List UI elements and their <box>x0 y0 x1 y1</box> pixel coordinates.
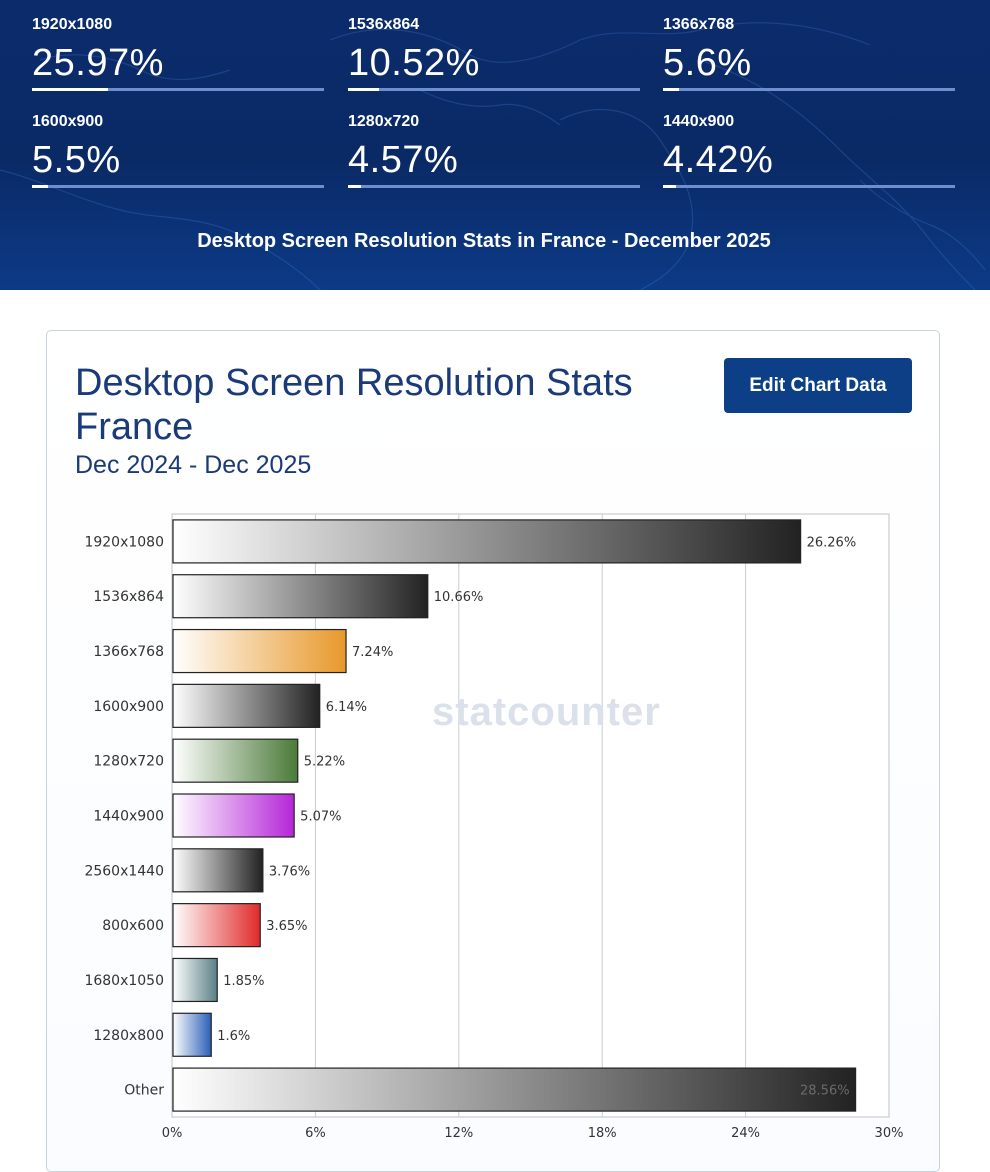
category-label: 1280x720 <box>93 754 164 770</box>
stat-1600x900: 1600x900 5.5% <box>32 97 324 188</box>
stat-progress-fill <box>348 185 362 188</box>
stat-1366x768: 1366x768 5.6% <box>663 0 955 91</box>
stat-progress-track <box>348 88 640 91</box>
bar-1920x1080[interactable] <box>172 519 802 564</box>
stat-value: 4.42% <box>663 139 774 181</box>
stat-progress-fill <box>663 88 680 91</box>
value-label: 1.85% <box>223 974 264 989</box>
category-label: 1440x900 <box>93 809 164 825</box>
stat-label: 1536x864 <box>348 16 420 33</box>
value-label: 3.65% <box>266 919 307 934</box>
bar-800x600[interactable] <box>172 903 261 948</box>
stat-progress-fill <box>348 88 379 91</box>
value-label: 10.66% <box>434 590 484 605</box>
stat-1920x1080: 1920x1080 25.97% <box>32 0 324 91</box>
stat-1440x900: 1440x900 4.42% <box>663 97 955 188</box>
stat-value: 10.52% <box>348 42 480 84</box>
bar-chart: 0% 6% 12% 18% 24% 30% 1920x1080 26.26% 1536x864 1… <box>84 513 904 1141</box>
stat-label: 1920x1080 <box>32 16 113 33</box>
x-tick-label: 0% <box>162 1126 183 1141</box>
stat-label: 1366x768 <box>663 16 735 33</box>
bar-1366x768[interactable] <box>172 628 347 674</box>
stats-banner: 1920x1080 25.97% 1536x864 10.52% 1366x76… <box>0 0 990 290</box>
stat-progress-track <box>32 88 324 91</box>
value-label: 26.26% <box>807 535 857 550</box>
stat-1536x864: 1536x864 10.52% <box>348 0 640 91</box>
category-label: 1280x800 <box>93 1028 164 1044</box>
statcounter-watermark: statcounter <box>432 690 661 734</box>
category-label: 1600x900 <box>93 699 164 715</box>
stat-progress-fill <box>663 185 676 188</box>
stat-progress-track <box>663 88 955 91</box>
category-label: 1366x768 <box>93 644 164 660</box>
bar-1536x864[interactable] <box>172 574 429 619</box>
bar-1280x720[interactable] <box>172 738 299 783</box>
stat-value: 5.6% <box>663 42 752 84</box>
bar-1680x1050[interactable] <box>172 957 218 1003</box>
x-tick-label: 6% <box>305 1126 326 1141</box>
x-tick-label: 12% <box>444 1126 473 1141</box>
stat-progress-track <box>32 185 324 188</box>
value-label: 5.22% <box>304 755 345 770</box>
stat-label: 1600x900 <box>32 113 104 130</box>
x-tick-label: 18% <box>588 1126 617 1141</box>
category-label: 1536x864 <box>93 589 164 605</box>
category-label: 1680x1050 <box>84 973 164 989</box>
stat-progress-fill <box>32 185 49 188</box>
category-label: 1920x1080 <box>84 534 164 550</box>
stat-progress-track <box>348 185 640 188</box>
value-label: 6.14% <box>326 700 367 715</box>
stat-value: 5.5% <box>32 139 121 181</box>
stat-label: 1280x720 <box>348 113 420 130</box>
chart-title: Desktop Screen Resolution Stats France <box>75 362 633 448</box>
chart-subtitle: Dec 2024 - Dec 2025 <box>75 451 312 479</box>
edit-chart-data-button[interactable]: Edit Chart Data <box>724 358 912 413</box>
category-label: 800x600 <box>102 918 164 934</box>
stat-1280x720: 1280x720 4.57% <box>348 97 640 188</box>
stat-progress-fill <box>32 88 108 91</box>
bar-2560x1440[interactable] <box>172 848 264 893</box>
value-label: 3.76% <box>269 864 310 879</box>
bar-1280x800[interactable] <box>172 1012 212 1057</box>
category-label: Other <box>124 1083 164 1099</box>
bar-1440x900[interactable] <box>172 793 295 838</box>
x-tick-label: 30% <box>875 1126 904 1141</box>
banner-title: Desktop Screen Resolution Stats in Franc… <box>197 230 771 252</box>
bar-1600x900[interactable] <box>172 683 321 728</box>
bar-other[interactable] <box>172 1067 857 1112</box>
stat-label: 1440x900 <box>663 113 735 130</box>
stat-progress-track <box>663 185 955 188</box>
value-label: 1.6% <box>217 1029 250 1044</box>
x-tick-label: 24% <box>731 1126 760 1141</box>
category-label: 2560x1440 <box>84 863 164 879</box>
value-label: 28.56% <box>800 1084 850 1099</box>
stat-value: 4.57% <box>348 139 459 181</box>
stat-value: 25.97% <box>32 42 164 84</box>
value-label: 7.24% <box>352 645 393 660</box>
value-label: 5.07% <box>300 810 341 825</box>
